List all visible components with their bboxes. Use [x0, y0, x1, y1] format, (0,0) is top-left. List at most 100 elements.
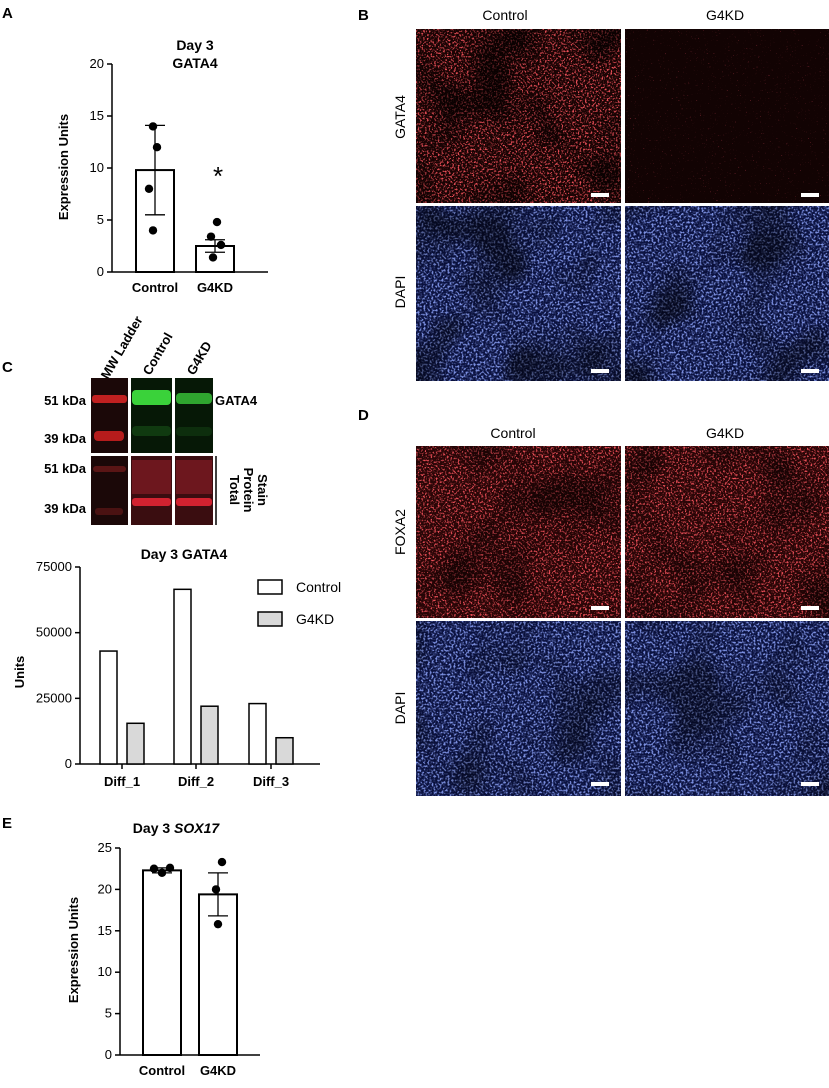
blot-label-protein: Protein	[241, 468, 256, 513]
blot-marker-39-top: 39 kDa	[44, 431, 87, 446]
blot-label-total: Total	[227, 475, 242, 505]
bar-g4kd-diff_2	[200, 705, 219, 765]
y-tick-label: 15	[90, 108, 104, 123]
chart-e-title-gene: SOX17	[174, 820, 220, 836]
bar-control-diff_3	[248, 702, 267, 765]
chart-a-title-line2: GATA4	[172, 55, 218, 71]
panel-b-row-dapi: DAPI	[392, 276, 408, 309]
y-tick-label: 50000	[36, 625, 72, 640]
blot-marker-39-bottom: 39 kDa	[44, 501, 87, 516]
chart-e-bars	[142, 869, 238, 1057]
scale-bar	[591, 782, 609, 786]
data-point	[149, 864, 159, 873]
blot-strip-g4kd-top	[175, 378, 213, 453]
y-tick-label: 5	[105, 1006, 112, 1021]
data-point	[148, 122, 158, 131]
chart-a-y-ticks: 0 5 10 15 20	[90, 56, 112, 279]
category-label-g4kd: G4KD	[197, 280, 233, 295]
panel-d-col-control: Control	[490, 425, 535, 441]
bar-g4kd	[198, 893, 238, 1056]
blot-lane-g4kd: G4KD	[184, 339, 215, 378]
scale-bar	[801, 193, 819, 197]
chart-a-significance-mark: *	[213, 161, 223, 191]
blot-strip-control-top	[131, 378, 172, 453]
blot-label-gata4: GATA4	[215, 393, 258, 408]
panel-c-blot: MW Ladder Control G4KD 51 kDa 39 kDa 51 …	[44, 313, 270, 525]
panel-label-d: D	[358, 407, 369, 424]
panel-label-a: A	[2, 5, 13, 22]
panel-b-micrographs: Control G4KD GATA4 DAPI	[392, 7, 829, 381]
scale-bar	[591, 369, 609, 373]
category-label: Diff_2	[178, 774, 214, 789]
chart-c-legend: Control G4KD	[257, 579, 341, 627]
chart-c-bars	[99, 588, 294, 765]
chart-c-categories: Diff_1 Diff_2 Diff_3	[104, 774, 289, 789]
bar-g4kd-diff_3	[275, 736, 294, 765]
chart-a-title-line1: Day 3	[176, 37, 214, 53]
blot-label-stain: Stain	[255, 474, 270, 506]
data-point	[148, 226, 158, 235]
category-label: Diff_1	[104, 774, 140, 789]
data-point	[208, 253, 218, 262]
panel-label-e: E	[2, 815, 12, 832]
y-tick-label: 20	[98, 881, 112, 896]
legend-label-g4kd: G4KD	[296, 611, 334, 627]
panel-label-b: B	[358, 7, 369, 24]
blot-lane-control: Control	[140, 330, 176, 378]
data-point	[144, 184, 154, 193]
panel-b-col-control: Control	[482, 7, 527, 23]
scale-bar	[591, 606, 609, 610]
chart-c: Day 3 GATA4 Units 0 25000 50000 75000 Diff_…	[12, 546, 341, 789]
chart-e-title: Day 3 SOX17	[133, 820, 221, 836]
category-label-control: Control	[132, 280, 178, 295]
data-point	[212, 217, 222, 227]
y-tick-label: 0	[97, 264, 104, 279]
scale-bar	[591, 193, 609, 197]
data-point	[206, 232, 216, 241]
panel-d-col-g4kd: G4KD	[706, 425, 744, 441]
chart-e: Day 3 SOX17 Expression Units 0510152025 …	[66, 820, 260, 1078]
scale-bar	[801, 606, 819, 610]
y-tick-label: 20	[90, 56, 104, 71]
bar-control-diff_1	[99, 650, 118, 765]
data-point	[157, 868, 167, 878]
category-label-g4kd: G4KD	[200, 1063, 236, 1078]
chart-c-title: Day 3 GATA4	[141, 546, 228, 562]
chart-e-axes	[119, 848, 260, 1056]
data-point	[217, 857, 227, 867]
y-tick-label: 75000	[36, 559, 72, 574]
data-point	[152, 143, 162, 152]
data-point	[211, 885, 221, 894]
chart-e-y-ticks: 0 5 10 15 20 25	[98, 840, 120, 1062]
legend-label-control: Control	[296, 579, 341, 595]
chart-a-error-bars	[145, 124, 225, 253]
y-tick-label: 25	[98, 840, 112, 855]
category-label-control: Control	[139, 1063, 185, 1078]
chart-c-ylabel: Units	[12, 656, 27, 689]
chart-a: Day 3 GATA4 Expression Units 0 5 10 15 20 Co…	[56, 37, 268, 295]
bar-g4kd-diff_1	[126, 722, 145, 765]
y-tick-label: 0	[65, 756, 72, 771]
scale-bar	[801, 782, 819, 786]
data-point	[216, 240, 226, 250]
panel-d-row-dapi: DAPI	[392, 692, 408, 725]
legend-swatch-control	[257, 579, 283, 595]
y-tick-label: 10	[98, 964, 112, 979]
chart-e-points	[149, 857, 227, 929]
bar-control	[142, 869, 182, 1057]
chart-e-title-prefix: Day 3	[133, 820, 174, 836]
data-point	[213, 919, 223, 929]
bar-control-diff_2	[173, 588, 192, 765]
panel-d-row-foxa2: FOXA2	[392, 509, 408, 555]
chart-e-ylabel: Expression Units	[66, 897, 81, 1003]
panel-b-row-gata4: GATA4	[392, 95, 408, 139]
chart-e-categories: Control G4KD	[139, 1063, 236, 1078]
legend-swatch-g4kd	[257, 611, 283, 627]
panel-label-c: C	[2, 359, 13, 376]
chart-a-points	[144, 122, 226, 262]
y-tick-label: 15	[98, 923, 112, 938]
blot-marker-51-top: 51 kDa	[44, 393, 87, 408]
blot-lane-mw-ladder: MW Ladder	[98, 313, 146, 381]
y-tick-label: 10	[90, 160, 104, 175]
y-tick-label: 0	[105, 1047, 112, 1062]
